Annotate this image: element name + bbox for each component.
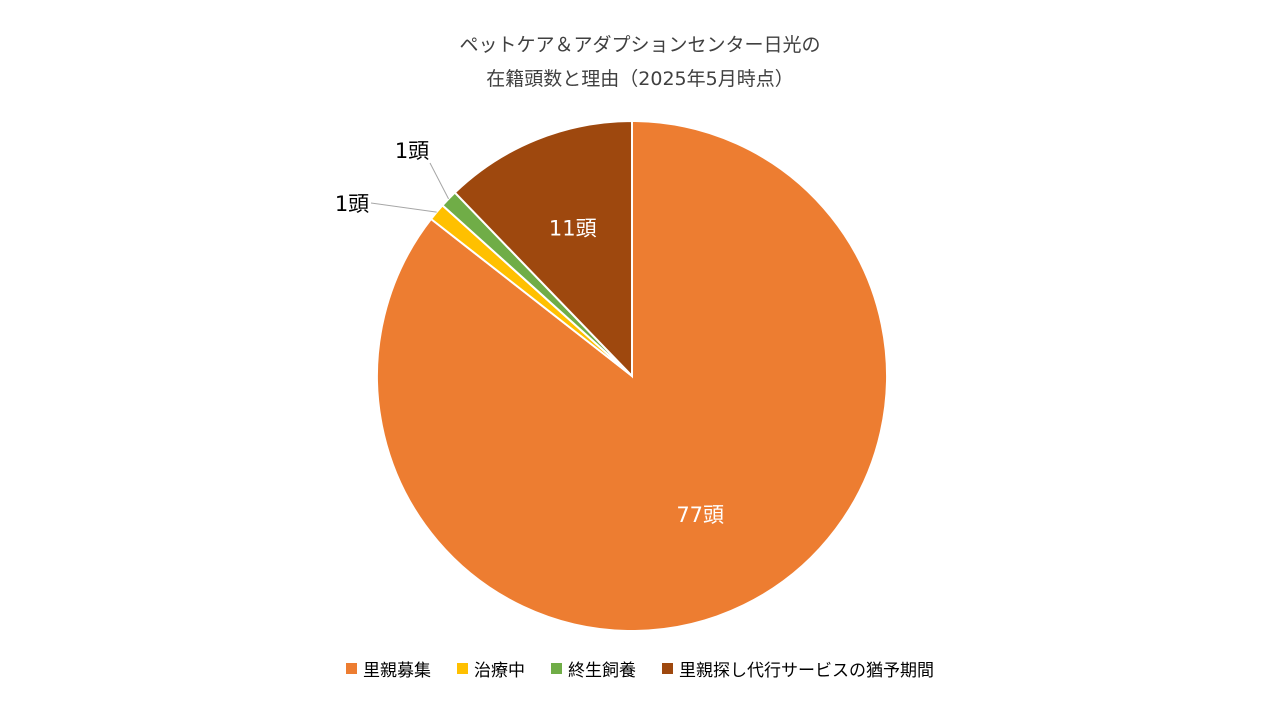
legend-label-1: 里親募集 bbox=[363, 661, 431, 681]
data-label-4: 11頭 bbox=[549, 216, 597, 240]
legend-item-1: 里親募集 bbox=[346, 656, 431, 681]
legend-swatch-4 bbox=[662, 663, 673, 674]
leader-line-2 bbox=[370, 202, 437, 213]
legend-swatch-1 bbox=[346, 663, 357, 674]
legend-item-2: 治療中 bbox=[457, 656, 525, 681]
data-label-1: 77頭 bbox=[676, 503, 724, 527]
legend-item-3: 終生飼養 bbox=[551, 656, 636, 681]
legend-swatch-2 bbox=[457, 663, 468, 674]
chart-title: ペットケア＆アダプションセンター日光の 在籍頭数と理由（2025年5月時点） bbox=[0, 28, 1280, 96]
pie-slices bbox=[376, 119, 888, 632]
legend-label-4: 里親探し代行サービスの猶予期間 bbox=[679, 661, 934, 681]
data-labels: 77頭 1頭 1頭 11頭 bbox=[335, 139, 724, 527]
chart-title-line-1: ペットケア＆アダプションセンター日光の bbox=[459, 34, 821, 56]
legend-label-3: 終生飼養 bbox=[568, 661, 636, 681]
chart-title-line-2: 在籍頭数と理由（2025年5月時点） bbox=[486, 68, 794, 90]
legend-label-2: 治療中 bbox=[474, 661, 525, 681]
legend-swatch-3 bbox=[551, 663, 562, 674]
leader-line-3 bbox=[429, 162, 450, 200]
legend-item-4: 里親探し代行サービスの猶予期間 bbox=[662, 656, 934, 681]
data-label-2: 1頭 bbox=[335, 192, 369, 216]
data-label-3: 1頭 bbox=[395, 139, 429, 163]
leader-lines bbox=[370, 162, 450, 213]
pie-slice-4 bbox=[453, 119, 633, 379]
legend: 里親募集 治療中 終生飼養 里親探し代行サービスの猶予期間 bbox=[0, 656, 1280, 681]
